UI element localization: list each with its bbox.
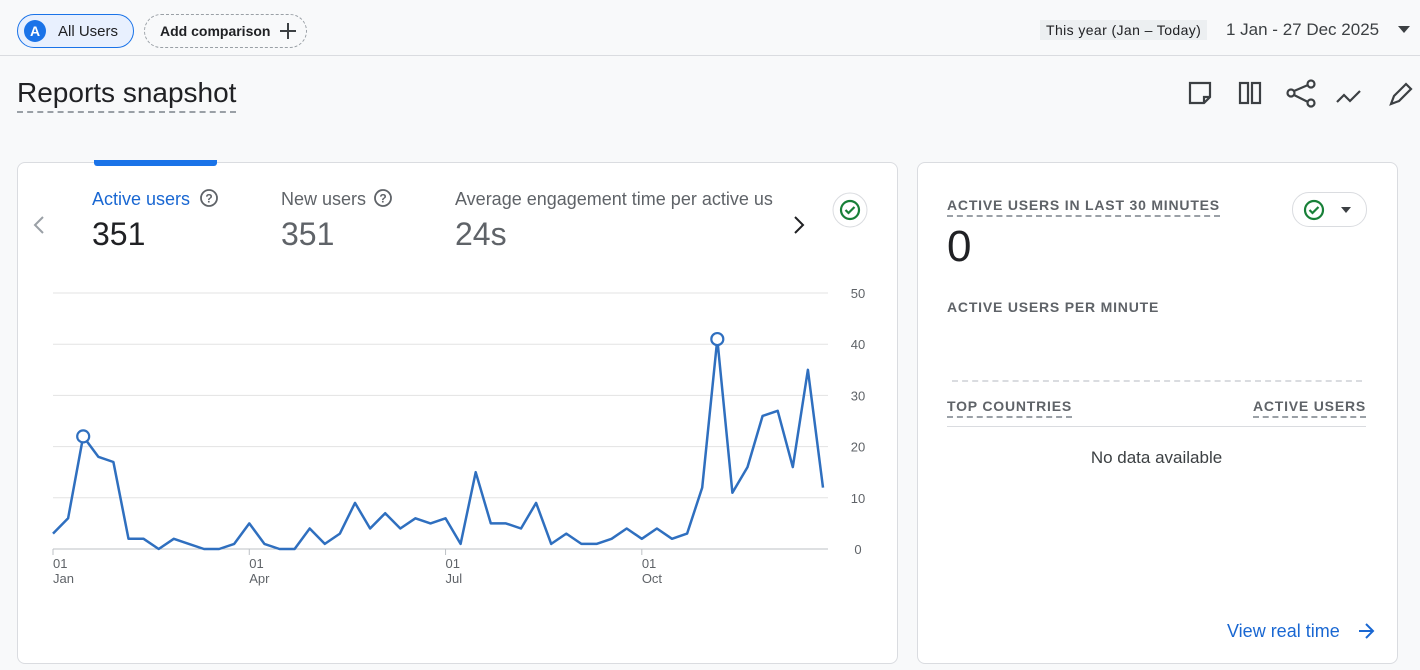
date-preset[interactable]: This year (Jan – Today) <box>1040 20 1208 40</box>
help-icon[interactable]: ? <box>199 188 219 208</box>
next-arrow[interactable] <box>792 215 806 235</box>
realtime-value: 0 <box>947 222 972 271</box>
metric-value: 351 <box>281 216 335 252</box>
add-comparison-label: Add comparison <box>160 23 271 39</box>
column-header: TOP COUNTRIES <box>947 398 1073 418</box>
toolbar <box>1188 79 1413 108</box>
status-icon[interactable] <box>832 192 868 228</box>
realtime-title: ACTIVE USERS IN LAST 30 MINUTES <box>947 197 1220 217</box>
x-tick-label: 01 Apr <box>249 556 270 586</box>
y-tick-label: 20 <box>851 440 865 455</box>
plus-icon <box>280 23 297 39</box>
add-comparison[interactable]: Add comparison <box>144 14 307 48</box>
per-minute-placeholder <box>952 380 1362 382</box>
x-tick-label: 01 Oct <box>641 556 663 586</box>
y-tick-label: 40 <box>851 337 865 352</box>
help-icon[interactable]: ? <box>373 188 393 208</box>
svg-text:?: ? <box>379 192 386 206</box>
compare-icon[interactable] <box>1238 81 1262 105</box>
x-tick-label: 01 Jan <box>53 556 74 586</box>
view-realtime-link[interactable]: View real time <box>1227 621 1340 641</box>
metric-value: 24s <box>455 216 507 252</box>
empty-message: No data available <box>1090 448 1223 467</box>
note-icon[interactable] <box>1188 81 1212 105</box>
y-tick-label: 50 <box>851 286 865 301</box>
status-icon <box>1303 199 1351 220</box>
svg-text:?: ? <box>205 192 212 206</box>
realtime-card <box>917 162 1398 664</box>
metric-label[interactable]: New users <box>281 189 367 209</box>
anomaly-marker <box>76 429 91 444</box>
metric-label[interactable]: Average engagement time per active us <box>455 189 773 209</box>
segment-chip[interactable]: A All Users <box>17 14 134 48</box>
tab-indicator <box>94 160 217 166</box>
series-line <box>52 337 825 551</box>
share-icon[interactable] <box>1286 79 1316 108</box>
page-title: Reports snapshot <box>17 77 237 113</box>
divider <box>0 55 1420 56</box>
metric-value: 351 <box>92 216 146 252</box>
y-tick-label: 10 <box>851 491 865 506</box>
line-chart: 0 10 20 30 40 50 <box>52 286 865 557</box>
y-tick-label: 0 <box>854 542 861 557</box>
segment-badge: A <box>24 20 46 42</box>
overview-card <box>17 162 898 664</box>
edit-icon[interactable] <box>1389 82 1413 106</box>
y-tick-label: 30 <box>851 388 865 403</box>
insights-icon[interactable] <box>1336 90 1361 103</box>
prev-arrow[interactable] <box>32 215 46 235</box>
arrow-icon[interactable] <box>1356 621 1376 641</box>
x-tick-label: 01 Jul <box>445 556 463 586</box>
segment-label: All Users <box>58 22 119 40</box>
date-range[interactable]: 1 Jan - 27 Dec 2025 <box>1226 20 1380 39</box>
column-header: ACTIVE USERS <box>1252 398 1366 418</box>
divider <box>947 426 1366 427</box>
anomaly-marker <box>710 331 725 347</box>
per-minute-label: ACTIVE USERS PER MINUTE <box>947 299 1160 315</box>
metric-label[interactable]: Active users <box>92 189 191 209</box>
status-dropdown[interactable] <box>1292 192 1367 227</box>
date-dropdown[interactable] <box>1398 26 1410 34</box>
